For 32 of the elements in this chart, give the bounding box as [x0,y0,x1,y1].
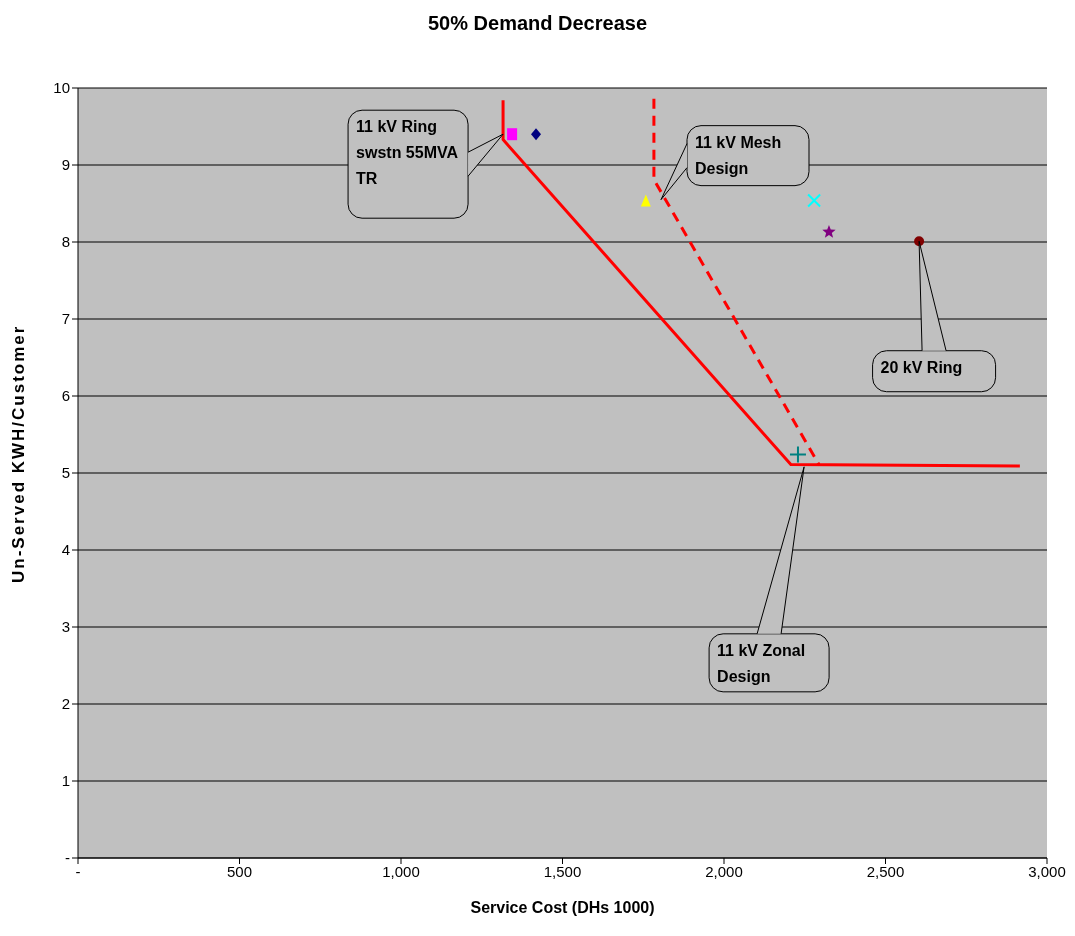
y-tick-label: 4 [61,541,70,559]
y-tick-label: 6 [61,387,70,405]
y-tick-label: - [65,849,70,867]
x-axis-title: Service Cost (DHs 1000) [470,899,655,916]
annotation: 20 kV Ring [880,358,963,376]
annotation: 11 kV Ring swstn 55MVA TR [356,118,459,188]
point [640,194,651,207]
point [822,224,836,238]
line-series [501,98,1022,468]
y-tick-label: 3 [61,618,70,636]
x-tick-label: 1,500 [543,862,582,880]
annotation: 11 kV Mesh Design [695,133,782,177]
y-tick-label: 2 [61,695,70,713]
x-tick-label: 3,000 [1028,862,1066,880]
point [807,193,822,208]
x-tick-label: 2,500 [866,862,905,880]
x-tick-label: - [75,862,81,880]
point [507,128,518,141]
y-tick-label: 9 [61,156,70,174]
y-tick-label: 10 [53,79,70,97]
annotation: 11 kV Zonal Design [717,641,806,685]
y-tick-label: 5 [61,464,70,482]
x-tick-label: 500 [226,862,253,880]
x-tick-label: 1,000 [382,862,420,880]
point [531,128,542,141]
y-tick-label: 7 [61,310,70,328]
y-tick-label: 1 [61,772,70,790]
chart-title: 50% Demand Decrease [427,11,648,36]
y-axis-title: Un-Served KWH/Customer [9,324,29,583]
y-tick-label: 8 [61,233,70,251]
x-tick-label: 2,000 [705,862,743,880]
point [788,445,807,464]
